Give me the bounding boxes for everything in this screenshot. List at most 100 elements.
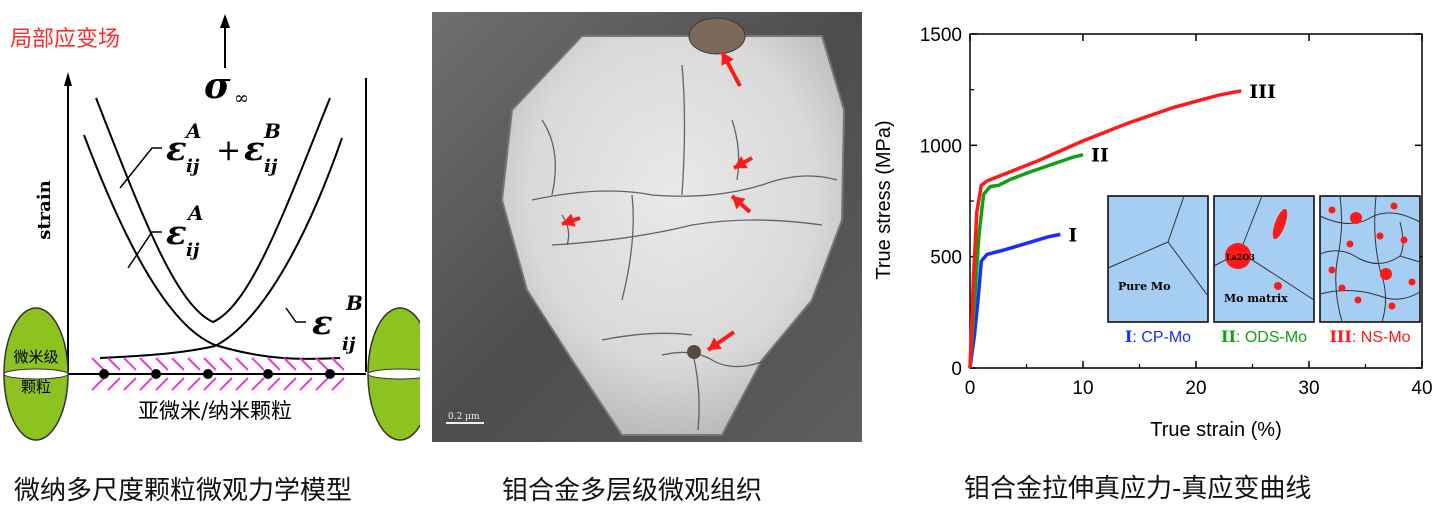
inset-legend: III: NS-Mo	[1329, 327, 1410, 346]
hatch-line	[171, 357, 185, 371]
hatch-line	[219, 357, 233, 371]
svg-text:ij: ij	[186, 240, 200, 261]
y-tick-label: 1000	[920, 136, 962, 157]
hatch-line	[107, 377, 121, 391]
hatch-line	[235, 357, 249, 371]
series-line-III	[968, 89, 1242, 369]
x-axis-label: True strain (%)	[1150, 419, 1282, 441]
hatch-line	[187, 377, 201, 391]
particle-type-label: La2O3	[1226, 252, 1255, 262]
dispersed-particle	[1380, 268, 1392, 280]
y-tick-label: 500	[930, 248, 962, 269]
strain-a-curve	[83, 134, 341, 360]
particle-arrows	[561, 51, 753, 352]
top-particle	[688, 17, 746, 55]
strain-a-label: ε ij A	[166, 201, 204, 261]
hatch-line	[155, 377, 169, 391]
elongated-particle	[1272, 208, 1288, 240]
b-label-leader	[285, 307, 306, 323]
svg-text:A: A	[186, 201, 204, 225]
svg-text:ε: ε	[166, 213, 187, 253]
dispersed-particle	[1400, 236, 1408, 244]
series-label-I: I	[1068, 224, 1077, 246]
svg-text:ε: ε	[166, 129, 187, 169]
dispersed-particle	[1408, 278, 1416, 286]
strain-b-curve	[99, 137, 343, 359]
hatch-line	[283, 357, 297, 371]
inset-2: La2O3 Mo matrix	[1213, 195, 1315, 323]
strain-b-label: ε ij B	[312, 291, 363, 355]
hatch-line	[155, 357, 169, 371]
inset-3	[1319, 195, 1421, 323]
dispersed-particle	[1376, 232, 1384, 240]
dispersed-particle	[1354, 296, 1362, 304]
nanoparticle-dot	[99, 369, 109, 379]
sigma-symbol: σ	[204, 65, 231, 107]
svg-text:+: +	[216, 133, 241, 168]
hatch-line	[91, 377, 105, 391]
series-line-II	[968, 153, 1084, 369]
hatch-line	[267, 357, 281, 371]
hatch-line	[203, 377, 217, 391]
scale-bar: 0.2 μm	[446, 412, 484, 424]
svg-text:ij: ij	[264, 156, 278, 177]
hatch-line	[123, 357, 137, 371]
hatch-line	[91, 357, 105, 371]
hatch-line	[203, 357, 217, 371]
hatch-line	[331, 377, 345, 391]
svg-text:ε: ε	[244, 129, 265, 169]
hatch-line	[251, 357, 265, 371]
x-tick-label: 20	[1185, 378, 1206, 399]
dispersed-particle	[1328, 206, 1336, 214]
micron-particle-label-1: 微米级	[13, 348, 58, 366]
sum-label-leader	[119, 147, 162, 189]
svg-text:ε: ε	[312, 303, 333, 343]
dispersed-particle	[1346, 240, 1354, 248]
dispersed-particle	[1328, 266, 1336, 274]
hatch-line	[139, 377, 153, 391]
strain-sum-label: ε ij A + ε ij B	[166, 119, 281, 177]
inset-legend: II: ODS-Mo	[1221, 327, 1307, 346]
micron-particle-label-2: 颗粒	[21, 378, 51, 396]
micromechanics-model-panel: 局部应变场 strain σ ∞ ε ij A + ε ij B ε	[0, 0, 433, 525]
x-tick-label: 40	[1411, 378, 1432, 399]
x-tick-label: 0	[965, 378, 976, 399]
left-caption: 微纳多尺度颗粒微观力学模型	[14, 476, 353, 506]
stress-arrow-head-icon	[220, 14, 230, 28]
red-arrow-icon	[720, 51, 742, 87]
series-label-III: III	[1249, 81, 1276, 103]
la2o3-particle	[1225, 243, 1251, 269]
svg-text:A: A	[184, 119, 202, 143]
hatch-line	[331, 357, 345, 371]
svg-text:B: B	[263, 119, 281, 143]
strain-axis-arrow-icon	[64, 72, 72, 86]
hatch-line	[251, 377, 265, 391]
middle-caption: 钼合金多层级微观组织	[502, 476, 763, 506]
hatch-line	[315, 357, 329, 371]
nanoparticle-dot	[151, 369, 161, 379]
micron-particle-left-band	[3, 368, 69, 380]
chart-axes: 0 10 20 30 40 0 500 1000 1500	[920, 25, 1433, 399]
sigma-infinity-subscript: ∞	[234, 88, 249, 109]
strain-axis-label: strain	[34, 180, 55, 240]
a-label-leader	[127, 231, 162, 269]
hatch-line	[123, 377, 137, 391]
microstructure-insets: Pure Mo I: CP-Mo La2O3 Mo matrix II: ODS-Mo I…	[1107, 195, 1421, 346]
x-tick-label: 30	[1298, 378, 1319, 399]
hatch-line	[187, 357, 201, 371]
inset-1: Pure Mo	[1107, 195, 1209, 323]
tem-micrograph: 0.2 μm	[432, 12, 862, 442]
hatch-line	[139, 357, 153, 371]
hatch-line	[267, 377, 281, 391]
nanoparticle-dots	[99, 369, 335, 379]
scale-bar-label: 0.2 μm	[448, 412, 480, 422]
inset-legend: I: CP-Mo	[1125, 327, 1191, 346]
microstructure-panel: 0.2 μm 钼合金多层级微观组织	[432, 0, 862, 525]
hatch-line	[315, 377, 329, 391]
red-arrow-icon	[730, 194, 752, 214]
series-label-II: II	[1091, 145, 1109, 167]
red-arrow-icon	[706, 330, 736, 352]
nanoparticle-dot	[325, 369, 335, 379]
hatch-line	[219, 377, 233, 391]
